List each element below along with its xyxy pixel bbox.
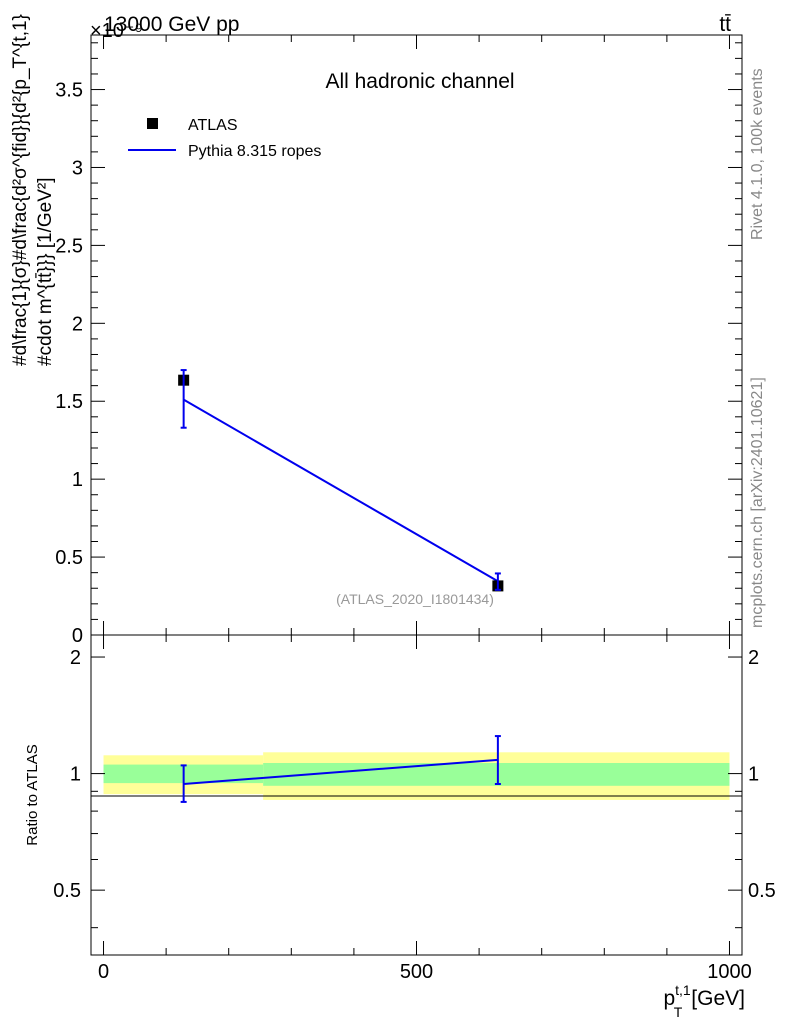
y-exponent-label: ×10⁻⁹ [90,20,143,42]
ratio-y-tick-label-right: 1 [748,764,759,786]
analysis-id: (ATLAS_2020_I1801434) [336,591,494,607]
process-label: tt̄ [719,13,731,36]
ratio-y-axis: 0.5 0.5 1 1 2 2 [53,647,776,929]
x-axis-title: pt,1 T [GeV] [663,982,745,1020]
ratio-uncertainty-bands [103,752,730,800]
main-y-tick-label: 1 [72,469,83,491]
main-y-tick-label: 1.5 [55,391,83,413]
ratio-pythia-line [183,758,498,785]
ratio-y-label: Ratio to ATLAS [24,744,41,845]
x-axis-title-unit: [GeV] [691,987,745,1010]
x-axis-title-p: p [663,987,675,1010]
chart-title: All hadronic channel [325,70,514,93]
energy-label: 13000 GeV pp [104,13,239,36]
legend-label-atlas: ATLAS [188,117,238,134]
x-axis-title-sub: T [674,1004,683,1020]
ratio-y-tick-label-right: 0.5 [748,880,776,902]
main-y-tick-label: 0 [72,625,83,647]
main-y-tick-label: 2 [72,313,83,335]
ratio-y-tick-label: 2 [70,647,81,669]
main-y-label-line-1: #d\frac{1}{σ}#d\frac{d²σ^{fid}}{d²{p_T^{… [10,14,31,366]
x-axis-title-sup: t,1 [675,982,691,998]
x-axis: 0 500 1000 [98,35,752,983]
ratio-y-tick-label: 0.5 [53,880,81,902]
main-plot-marks [178,369,504,592]
x-tick-label: 0 [98,961,109,983]
pythia-line [183,398,499,583]
main-y-label-line-2: #cdot m^{tt̄}}} [1/GeV²] [35,178,56,366]
main-y-axis: 0 0.5 1 1.5 2 2.5 3 3.5 [55,42,742,647]
legend: ATLAS Pythia 8.315 ropes [128,117,321,160]
ratio-y-tick-label: 1 [70,764,81,786]
ratio-plot-marks [180,735,501,803]
main-panel: 0 0.5 1 1.5 2 2.5 3 3.5 All hadronic channel (A… [10,14,743,647]
main-y-tick-label: 0.5 [55,547,83,569]
mcplots-label: mcplots.cern.ch [arXiv:2401.10621] [749,377,766,628]
ratio-panel: 0.5 0.5 1 1 2 2 Ratio to ATLAS [24,634,776,956]
legend-label-pythia: Pythia 8.315 ropes [188,143,321,160]
main-y-tick-label: 3 [72,157,83,179]
legend-marker-atlas [147,118,158,129]
rivet-label: Rivet 4.1.0, 100k events [749,68,766,240]
main-y-tick-label: 2.5 [55,235,83,257]
main-y-tick-label: 3.5 [55,80,83,102]
x-tick-label: 500 [400,961,433,983]
ratio-y-tick-label-right: 2 [748,647,759,669]
ratio-stat-band [263,763,730,786]
x-tick-label: 1000 [707,961,752,983]
